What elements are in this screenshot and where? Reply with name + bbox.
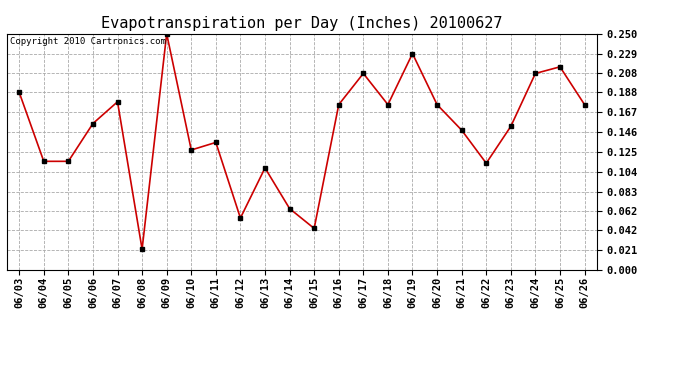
Title: Evapotranspiration per Day (Inches) 20100627: Evapotranspiration per Day (Inches) 2010… <box>101 16 502 31</box>
Text: Copyright 2010 Cartronics.com: Copyright 2010 Cartronics.com <box>10 37 166 46</box>
